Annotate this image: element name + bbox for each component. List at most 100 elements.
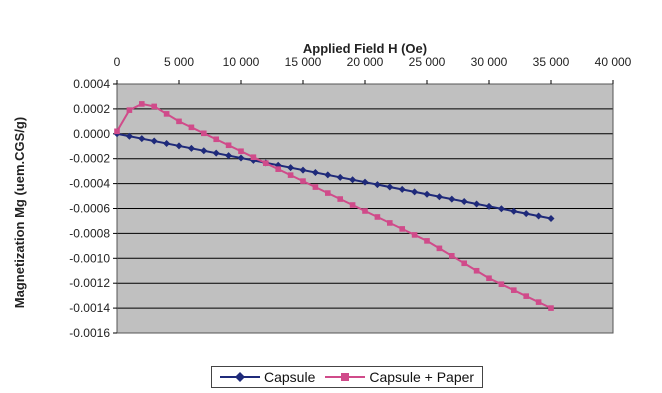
y-tick-label: -0.0016 [69,326,110,340]
x-tick-label: 0 [114,55,121,69]
series-capsule-paper-point [176,118,182,125]
y-tick-labels: 0.0004 0.0002 0.0000 -0.0002 -0.0004 -0.0006 -… [69,77,110,340]
legend: Capsule Capsule + Paper [211,366,484,388]
series-capsule-paper-point [473,267,480,274]
series-layer [113,101,555,311]
series-capsule-point [373,181,381,189]
series-capsule-point [187,144,195,152]
series-capsule-point [299,166,307,174]
series-capsule-paper-point [163,111,170,117]
series-capsule-point [547,214,555,222]
legend-item-capsule: Capsule [220,369,315,385]
series-capsule-point [522,210,530,218]
x-tick-label: 20 000 [347,55,384,69]
y-tick-label: 0.0004 [73,77,110,91]
series-capsule-paper-point [436,245,443,252]
series-capsule-paper-point [151,103,157,110]
series-capsule-paper-point [250,154,257,161]
series-capsule-point [287,164,295,172]
y-tick-label: -0.0014 [69,301,110,315]
series-capsule-point [497,205,505,213]
series-capsule-paper-point [362,208,368,214]
series-capsule-point [460,198,468,206]
series-capsule-point [212,149,220,157]
axes [113,80,614,334]
series-capsule-point [324,171,332,179]
series-capsule-point [200,147,208,155]
legend-label-capsule-paper: Capsule + Paper [369,369,475,385]
series-capsule-paper-point [201,130,207,137]
series-capsule-paper [114,101,554,311]
series-capsule-paper-point [126,107,133,113]
y-tick-label: -0.0008 [69,226,110,240]
series-capsule-point [125,132,133,140]
y-tick-label: 0.0000 [73,127,110,141]
x-tick-label: 5 000 [164,55,194,69]
series-capsule-paper-point [263,160,269,166]
x-tick-label: 30 000 [471,55,508,69]
series-capsule-point [448,195,456,203]
series-capsule-point [175,142,183,150]
series-capsule-point [411,188,419,196]
series-capsule-paper-point [523,293,529,299]
legend-item-capsule-paper: Capsule + Paper [325,369,474,385]
series-capsule-point [138,135,146,143]
x-tick-label: 35 000 [533,55,570,69]
series-capsule-paper-point [312,184,319,190]
series-capsule-paper-point [325,190,331,196]
series-capsule-paper-point [535,299,542,305]
series-capsule-paper-point [114,128,120,135]
series-capsule-point [386,183,394,191]
legend-label-capsule: Capsule [264,369,316,385]
series-capsule-paper-point [374,214,381,220]
series-capsule-paper-point [139,101,145,107]
series-capsule-point [150,137,158,145]
series-capsule-point [349,176,357,184]
series-capsule-point [535,212,543,220]
series-capsule-paper-point [387,220,393,226]
series-capsule-paper-point [238,148,244,155]
series-capsule-paper-point [225,142,232,149]
series-capsule-paper-point [337,196,343,202]
series-capsule-paper-point [411,232,418,238]
series-capsule-paper-point [213,136,219,143]
legend-swatch-capsule-paper [325,373,366,381]
series-capsule-paper-point [486,275,492,282]
series-capsule-point [398,185,406,193]
series-capsule-paper-point [498,281,505,287]
series-capsule-point [473,200,481,208]
series-capsule-paper-point [461,260,467,267]
series-capsule-point [435,193,443,201]
y-axis-title: Magnetization Mg (uem.CGS/g) [12,117,27,308]
series-capsule-paper-point [188,124,195,131]
series-capsule-paper-point [449,253,455,259]
series-capsule-paper-point [349,202,356,208]
series-capsule-point [423,190,431,198]
y-tick-label: 0.0002 [73,102,110,116]
series-capsule-point [225,152,233,160]
series-capsule-point [485,202,493,210]
x-tick-label: 25 000 [409,55,446,69]
x-tick-label: 10 000 [223,55,260,69]
x-axis-title: Applied Field H (Oe) [303,41,427,56]
series-capsule-paper-point [399,226,405,232]
x-tick-label: 15 000 [285,55,322,69]
legend-swatch-capsule [220,372,260,382]
y-tick-label: -0.0010 [69,251,110,265]
series-capsule-paper-point [275,166,281,172]
series-capsule-paper-point [548,305,554,311]
x-tick-labels: 0 5 000 10 000 15 000 20 000 25 000 30 000 35 0… [114,55,632,69]
series-capsule-paper-point [424,238,430,244]
series-capsule-paper-point [287,172,294,178]
series-capsule-point [237,154,245,162]
y-tick-label: -0.0002 [69,152,110,166]
series-capsule-point [336,173,344,181]
y-tick-label: -0.0004 [69,177,110,191]
series-capsule-point [510,207,518,215]
series-capsule-point [361,178,369,186]
series-capsule-point [311,169,319,177]
x-tick-label: 40 000 [595,55,632,69]
y-tick-label: -0.0012 [69,276,110,290]
series-capsule-paper-point [511,287,517,293]
